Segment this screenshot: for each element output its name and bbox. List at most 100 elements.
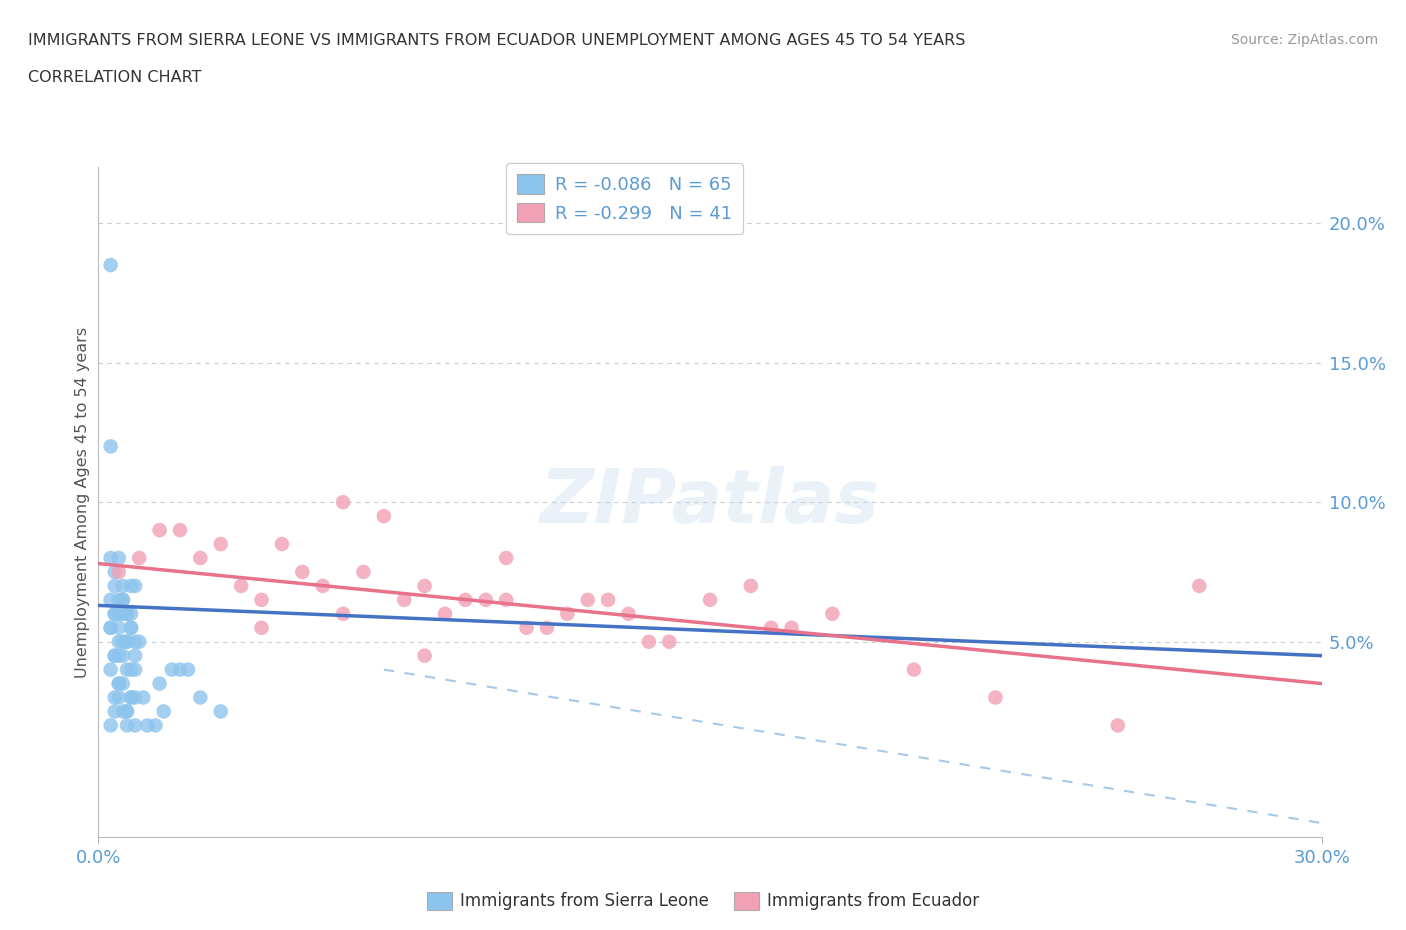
Legend: R = -0.086   N = 65, R = -0.299   N = 41: R = -0.086 N = 65, R = -0.299 N = 41 [506, 163, 742, 233]
Point [312, 578, 335, 593]
Point [104, 690, 127, 705]
Legend: Immigrants from Sierra Leone, Immigrants from Ecuador: Immigrants from Sierra Leone, Immigrants… [420, 885, 986, 917]
Point [270, 537, 294, 551]
Point [100, 592, 122, 607]
Point [903, 662, 925, 677]
Text: ZIPatlas: ZIPatlas [540, 466, 880, 538]
Y-axis label: Unemployment Among Ages 45 to 54 years: Unemployment Among Ages 45 to 54 years [75, 326, 90, 678]
Point [291, 565, 314, 579]
Point [132, 690, 155, 705]
Point [124, 662, 146, 677]
Point [145, 718, 167, 733]
Point [761, 620, 783, 635]
Point [124, 690, 146, 705]
Point [434, 606, 457, 621]
Point [124, 634, 146, 649]
Point [209, 537, 232, 551]
Point [108, 676, 131, 691]
Point [115, 634, 138, 649]
Point [124, 718, 146, 733]
Point [332, 606, 354, 621]
Point [136, 718, 159, 733]
Point [115, 718, 138, 733]
Point [108, 634, 131, 649]
Point [111, 676, 134, 691]
Point [120, 578, 142, 593]
Point [740, 578, 762, 593]
Point [100, 718, 122, 733]
Point [149, 523, 172, 538]
Point [115, 634, 138, 649]
Point [120, 662, 142, 677]
Text: Source: ZipAtlas.com: Source: ZipAtlas.com [1230, 33, 1378, 46]
Point [115, 704, 138, 719]
Point [104, 648, 127, 663]
Point [111, 704, 134, 719]
Point [100, 662, 122, 677]
Point [250, 620, 273, 635]
Point [108, 676, 131, 691]
Point [108, 648, 131, 663]
Point [598, 592, 620, 607]
Point [115, 606, 138, 621]
Text: CORRELATION CHART: CORRELATION CHART [28, 70, 201, 85]
Point [413, 648, 436, 663]
Point [108, 592, 131, 607]
Point [231, 578, 253, 593]
Point [209, 704, 232, 719]
Point [124, 578, 146, 593]
Point [454, 592, 477, 607]
Point [100, 551, 122, 565]
Point [108, 606, 131, 621]
Point [557, 606, 579, 621]
Point [120, 620, 142, 635]
Point [104, 704, 127, 719]
Point [115, 704, 138, 719]
Point [658, 634, 681, 649]
Point [100, 439, 122, 454]
Point [495, 551, 517, 565]
Point [104, 606, 127, 621]
Point [332, 495, 354, 510]
Point [120, 690, 142, 705]
Point [495, 592, 517, 607]
Point [120, 620, 142, 635]
Point [124, 648, 146, 663]
Point [100, 620, 122, 635]
Point [1188, 578, 1211, 593]
Point [821, 606, 844, 621]
Point [780, 620, 803, 635]
Point [111, 592, 134, 607]
Point [250, 592, 273, 607]
Point [108, 620, 131, 635]
Point [128, 551, 150, 565]
Point [104, 648, 127, 663]
Point [128, 634, 150, 649]
Point [617, 606, 640, 621]
Point [169, 662, 191, 677]
Point [104, 606, 127, 621]
Point [149, 676, 172, 691]
Point [111, 578, 134, 593]
Point [120, 606, 142, 621]
Point [115, 662, 138, 677]
Point [536, 620, 558, 635]
Point [115, 606, 138, 621]
Point [352, 565, 374, 579]
Point [188, 690, 212, 705]
Point [169, 523, 191, 538]
Point [104, 565, 127, 579]
Point [108, 565, 131, 579]
Point [120, 690, 142, 705]
Point [392, 592, 416, 607]
Point [111, 592, 134, 607]
Point [108, 690, 131, 705]
Point [152, 704, 174, 719]
Point [984, 690, 1007, 705]
Point [111, 606, 134, 621]
Point [474, 592, 498, 607]
Point [638, 634, 661, 649]
Point [373, 509, 395, 524]
Point [1107, 718, 1129, 733]
Point [111, 648, 134, 663]
